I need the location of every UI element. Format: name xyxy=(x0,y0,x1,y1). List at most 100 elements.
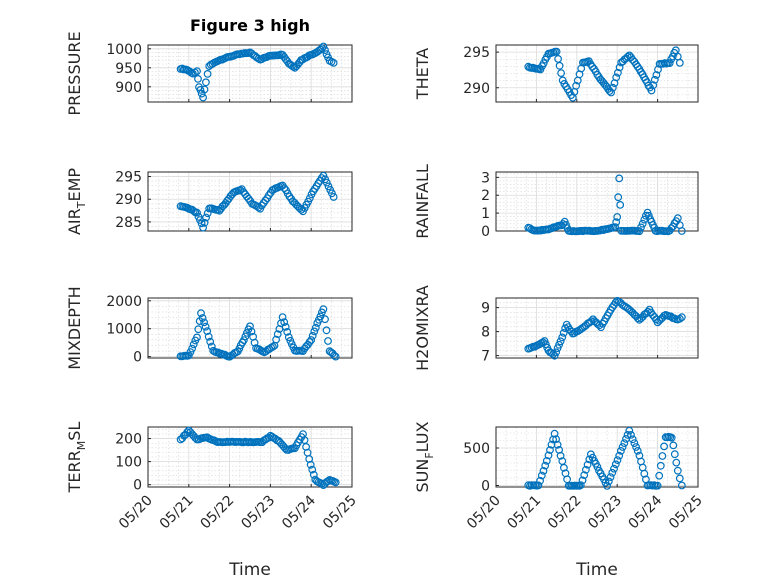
y-axis-label: H2OMIXRA xyxy=(413,285,432,371)
data-point xyxy=(638,219,647,228)
data-point xyxy=(623,431,632,439)
data-point xyxy=(324,337,332,345)
subplot-h2omixra: 7 8 9 H2OMIXRA xyxy=(413,285,699,371)
data-point xyxy=(668,52,677,61)
data-point xyxy=(283,328,292,336)
data-point xyxy=(552,47,561,56)
data-point xyxy=(653,481,662,490)
y-tick-label: 8 xyxy=(481,325,490,341)
data-point xyxy=(305,194,314,203)
data-point xyxy=(242,329,251,337)
data-point xyxy=(607,88,615,97)
data-point xyxy=(199,93,208,102)
y-axis-label: RAINFALL xyxy=(413,164,432,239)
data-point xyxy=(289,62,298,71)
data-point xyxy=(198,314,207,322)
data-point xyxy=(193,333,201,342)
data-point xyxy=(656,461,665,470)
data-point xyxy=(280,184,289,193)
y-tick-label: 0 xyxy=(481,224,490,240)
y-tick-label: 9 xyxy=(481,301,490,317)
data-point xyxy=(541,340,550,349)
data-point xyxy=(587,317,596,326)
data-point xyxy=(201,322,210,331)
data-point xyxy=(649,81,658,90)
y-tick-label: 285 xyxy=(115,215,142,231)
y-tick-label: 290 xyxy=(463,81,490,97)
y-tick-label: 100 xyxy=(115,455,142,471)
x-tick-label: 05/23 xyxy=(238,493,278,533)
data-point xyxy=(658,452,667,460)
data-point xyxy=(278,313,287,322)
data-point xyxy=(612,73,621,82)
data-point xyxy=(539,467,548,475)
data-point xyxy=(614,193,623,202)
y-tick-label: 200 xyxy=(115,432,142,448)
data-point xyxy=(610,464,618,473)
data-point xyxy=(308,465,317,474)
y-tick-label: 3 xyxy=(481,170,490,186)
data-point xyxy=(241,332,250,341)
axes-box xyxy=(147,171,353,232)
data-point xyxy=(319,42,328,51)
data-point xyxy=(556,337,565,346)
data-point xyxy=(194,325,203,334)
data-point xyxy=(572,81,580,90)
data-point xyxy=(635,227,644,236)
data-point xyxy=(261,196,270,205)
data-point xyxy=(667,433,676,442)
x-axis-label: Time xyxy=(575,560,618,580)
data-point xyxy=(330,351,339,360)
data-point xyxy=(331,478,340,487)
data-point xyxy=(677,481,686,490)
x-tick-label: 05/25 xyxy=(666,493,706,533)
data-point xyxy=(321,315,329,324)
subplot-pressure: 900 950 1000 PRESSURE xyxy=(65,31,353,116)
data-point xyxy=(250,338,259,347)
y-tick-label: 1000 xyxy=(106,322,142,338)
data-point xyxy=(309,470,318,479)
data-point xyxy=(556,451,565,460)
y-tick-label: 7 xyxy=(481,349,490,365)
data-point xyxy=(655,471,664,480)
data-point xyxy=(273,330,282,339)
data-point xyxy=(202,213,211,222)
data-point xyxy=(317,174,326,182)
data-point xyxy=(650,75,659,84)
data-point xyxy=(647,86,656,95)
data-point xyxy=(305,338,314,346)
data-point xyxy=(193,208,201,217)
data-point xyxy=(672,458,681,467)
data-point xyxy=(206,337,215,346)
data-point xyxy=(329,193,338,201)
data-point xyxy=(310,327,319,336)
x-tick-label: 05/22 xyxy=(545,493,585,533)
y-tick-label: 0 xyxy=(481,479,490,495)
x-tick-label: 05/23 xyxy=(585,493,625,533)
axes-box xyxy=(147,426,353,488)
y-axis-label: TERRMSL xyxy=(65,422,88,494)
data-point xyxy=(204,332,213,341)
data-point xyxy=(268,342,277,351)
x-tick-label: 05/22 xyxy=(198,493,238,533)
y-tick-label: 2 xyxy=(481,188,490,204)
data-point xyxy=(604,477,613,486)
x-tick-label: 05/24 xyxy=(626,492,666,532)
y-tick-label: 500 xyxy=(463,441,490,457)
data-point xyxy=(615,174,624,183)
data-point xyxy=(552,348,560,357)
data-point xyxy=(615,451,624,460)
data-point xyxy=(677,227,686,235)
data-point xyxy=(193,67,201,76)
data-point xyxy=(319,305,328,314)
data-point xyxy=(188,344,197,353)
data-point xyxy=(200,218,209,227)
data-point xyxy=(654,65,662,74)
data-point xyxy=(196,85,205,94)
data-point xyxy=(580,471,589,480)
subplot-mixdepth: 0 1000 2000 MIXDEPTH xyxy=(65,286,353,370)
data-point xyxy=(307,336,316,344)
data-point xyxy=(603,482,611,490)
data-point xyxy=(576,481,585,490)
